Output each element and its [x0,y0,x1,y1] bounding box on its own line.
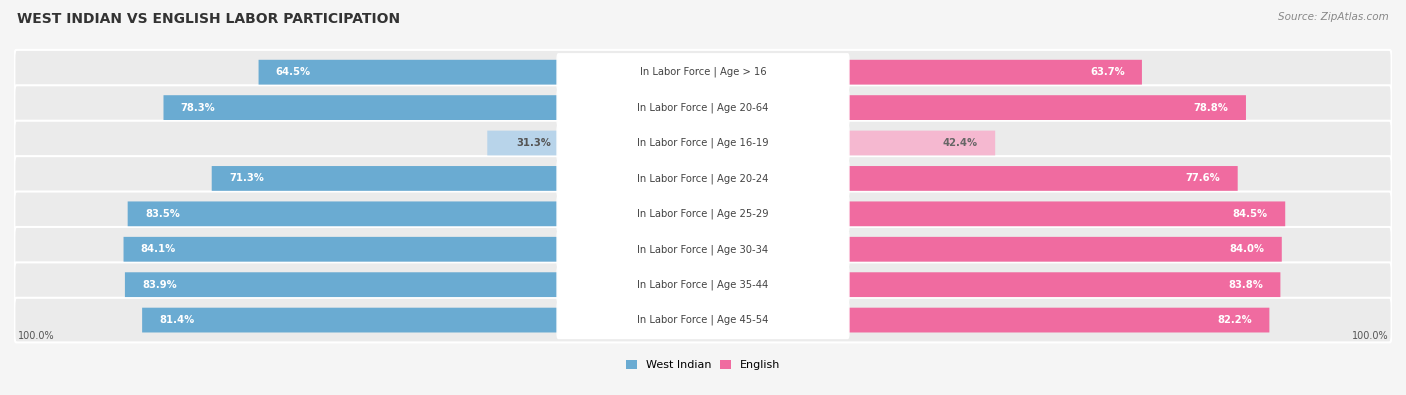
FancyBboxPatch shape [125,272,558,297]
FancyBboxPatch shape [14,156,1392,201]
Text: 31.3%: 31.3% [516,138,551,148]
FancyBboxPatch shape [14,298,1392,342]
FancyBboxPatch shape [557,266,849,303]
FancyBboxPatch shape [14,227,1392,272]
Text: 78.3%: 78.3% [181,103,215,113]
FancyBboxPatch shape [14,50,1392,94]
Text: 64.5%: 64.5% [276,67,311,77]
Text: In Labor Force | Age 35-44: In Labor Force | Age 35-44 [637,279,769,290]
FancyBboxPatch shape [557,302,849,339]
FancyBboxPatch shape [557,160,849,197]
FancyBboxPatch shape [128,201,558,226]
Text: 84.1%: 84.1% [141,244,176,254]
FancyBboxPatch shape [848,166,1237,191]
Legend: West Indian, English: West Indian, English [621,356,785,374]
Text: In Labor Force | Age 45-54: In Labor Force | Age 45-54 [637,315,769,325]
Text: In Labor Force | Age 20-24: In Labor Force | Age 20-24 [637,173,769,184]
Text: In Labor Force | Age 20-64: In Labor Force | Age 20-64 [637,102,769,113]
FancyBboxPatch shape [848,95,1246,120]
FancyBboxPatch shape [848,308,1270,333]
FancyBboxPatch shape [14,85,1392,130]
Text: 82.2%: 82.2% [1218,315,1253,325]
FancyBboxPatch shape [848,60,1142,85]
FancyBboxPatch shape [557,89,849,126]
Text: 78.8%: 78.8% [1194,103,1229,113]
Text: 83.8%: 83.8% [1229,280,1263,290]
FancyBboxPatch shape [142,308,558,333]
FancyBboxPatch shape [557,196,849,232]
Text: 81.4%: 81.4% [159,315,194,325]
Text: 63.7%: 63.7% [1090,67,1125,77]
FancyBboxPatch shape [848,272,1281,297]
FancyBboxPatch shape [557,231,849,268]
FancyBboxPatch shape [124,237,558,261]
FancyBboxPatch shape [14,262,1392,307]
Text: 100.0%: 100.0% [17,331,53,341]
Text: 83.9%: 83.9% [142,280,177,290]
Text: In Labor Force | Age 16-19: In Labor Force | Age 16-19 [637,138,769,148]
Text: In Labor Force | Age 25-29: In Labor Force | Age 25-29 [637,209,769,219]
FancyBboxPatch shape [848,131,995,155]
Text: 84.0%: 84.0% [1229,244,1264,254]
Text: WEST INDIAN VS ENGLISH LABOR PARTICIPATION: WEST INDIAN VS ENGLISH LABOR PARTICIPATI… [17,12,399,26]
FancyBboxPatch shape [259,60,558,85]
Text: Source: ZipAtlas.com: Source: ZipAtlas.com [1278,12,1389,22]
FancyBboxPatch shape [557,54,849,90]
FancyBboxPatch shape [163,95,558,120]
FancyBboxPatch shape [848,237,1282,261]
Text: 100.0%: 100.0% [1353,331,1389,341]
FancyBboxPatch shape [14,121,1392,166]
Text: 84.5%: 84.5% [1233,209,1268,219]
Text: 71.3%: 71.3% [229,173,264,183]
FancyBboxPatch shape [848,201,1285,226]
FancyBboxPatch shape [212,166,558,191]
FancyBboxPatch shape [14,192,1392,236]
Text: 77.6%: 77.6% [1185,173,1220,183]
Text: In Labor Force | Age 30-34: In Labor Force | Age 30-34 [637,244,769,254]
Text: In Labor Force | Age > 16: In Labor Force | Age > 16 [640,67,766,77]
Text: 83.5%: 83.5% [145,209,180,219]
Text: 42.4%: 42.4% [943,138,979,148]
FancyBboxPatch shape [488,131,558,155]
FancyBboxPatch shape [557,124,849,162]
